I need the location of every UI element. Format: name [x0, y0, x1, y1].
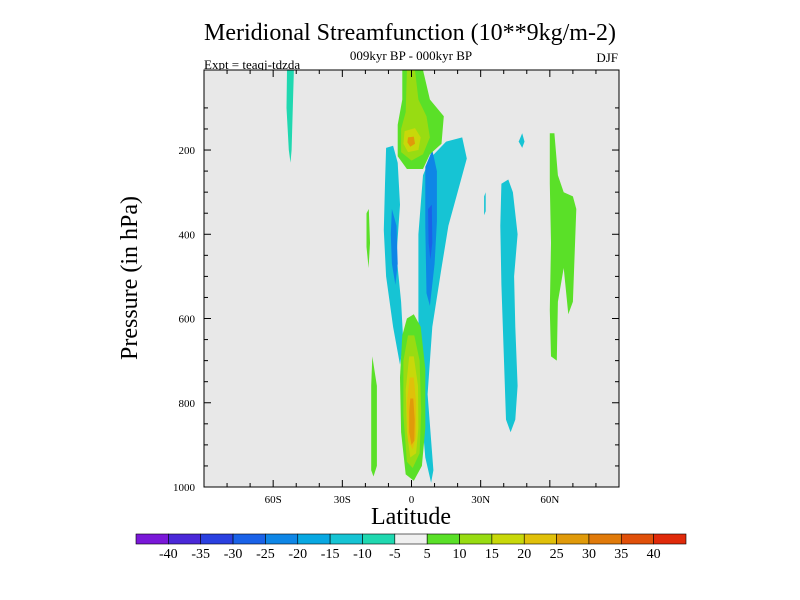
x-tick-label: 30N	[471, 494, 490, 506]
colorbar-swatch	[329, 533, 363, 545]
colorbar-label: -30	[224, 547, 243, 562]
y-tick-label: 800	[179, 398, 196, 410]
colorbar-label: 10	[453, 547, 467, 562]
colorbar-swatch	[297, 533, 331, 545]
contour-green-far-right	[549, 133, 577, 361]
chart-subtitle: 009kyr BP - 000kyr BP	[350, 48, 472, 63]
colorbar-swatch	[200, 533, 234, 545]
colorbar-swatch	[232, 533, 266, 545]
colorbar-swatch	[426, 533, 460, 545]
y-axis-label: Pressure (in hPa)	[117, 196, 143, 360]
chart-title: Meridional Streamfunction (10**9kg/m-2)	[204, 20, 616, 46]
colorbar-swatch	[265, 533, 299, 545]
colorbar-label: -35	[191, 547, 210, 562]
colorbar-swatch	[620, 533, 654, 545]
contour-orange-center-lower	[409, 398, 415, 445]
contour-blue-right-core	[428, 204, 433, 260]
colorbar-swatch	[135, 533, 169, 545]
colorbar-swatch	[523, 533, 557, 545]
contour-cyan-speck-30n	[484, 192, 486, 216]
colorbar-label: 30	[582, 547, 596, 562]
colorbar-swatch	[459, 533, 493, 545]
season-annotation: DJF	[596, 50, 618, 65]
contour-green-left-lower	[371, 356, 377, 477]
colorbar-label: -10	[353, 547, 372, 562]
colorbar-label: 15	[485, 547, 499, 562]
colorbar-label: 20	[517, 547, 531, 562]
colorbar-swatch	[491, 533, 525, 545]
colorbar-swatch	[556, 533, 590, 545]
y-tick-label: 600	[179, 314, 196, 326]
colorbar-label: 5	[424, 547, 431, 562]
contour-orange-top-center	[407, 136, 415, 147]
contour-cyan-right-far	[500, 179, 518, 433]
colorbar-swatch	[588, 533, 622, 545]
colorbar-label: 35	[614, 547, 628, 562]
colorbar-label: -25	[256, 547, 275, 562]
x-tick-label: 0	[409, 494, 415, 506]
colorbar-swatch	[394, 533, 428, 545]
colorbar-label: -40	[159, 547, 178, 562]
colorbar-label: -5	[389, 547, 401, 562]
x-tick-label: 60N	[540, 494, 559, 506]
experiment-annotation: Expt = teaqj-tdzda	[204, 57, 300, 72]
contour-blue-left-column	[390, 209, 398, 285]
colorbar-swatch	[168, 533, 202, 545]
y-tick-label: 1000	[173, 482, 196, 494]
colorbar: -40 -35 -30 -25 -20 -15 -10 -5 5 10 15 20 25 30 35 40	[135, 533, 687, 562]
contour-layer	[286, 70, 577, 483]
y-tick-label: 200	[179, 145, 196, 157]
colorbar-label: 40	[647, 547, 661, 562]
y-axis: 200 400 600 800 1000	[173, 107, 619, 494]
colorbar-label: 25	[550, 547, 564, 562]
contour-cyan-speck-47n	[518, 133, 525, 148]
contour-hl-teal-upper-60s	[286, 70, 294, 163]
y-tick-label: 400	[179, 229, 196, 241]
colorbar-swatch	[362, 533, 396, 545]
x-tick-label: 60S	[265, 494, 282, 506]
colorbar-label: -20	[288, 547, 307, 562]
colorbar-swatch	[653, 533, 687, 545]
x-axis-label: Latitude	[371, 504, 451, 530]
contour-green-left-speck	[366, 209, 370, 268]
colorbar-label: -15	[321, 547, 340, 562]
x-tick-label: 30S	[334, 494, 351, 506]
x-axis: 60S 30S 0 30N 60N	[226, 70, 597, 506]
